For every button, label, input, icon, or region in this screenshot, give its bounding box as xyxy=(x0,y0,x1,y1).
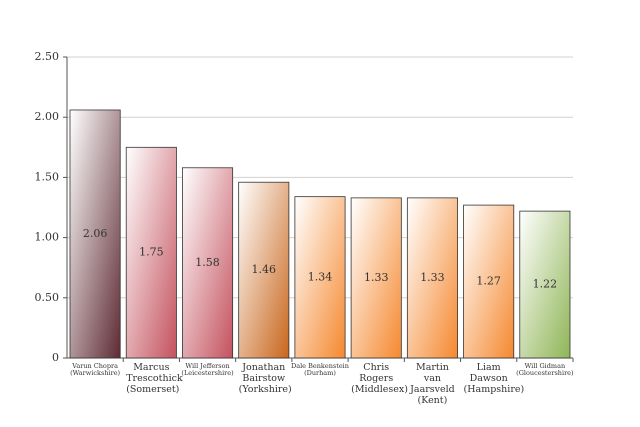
value-label: 1.46 xyxy=(252,263,277,276)
value-label: 1.33 xyxy=(420,271,445,284)
value-label: 2.06 xyxy=(83,227,108,240)
x-tick-label: Chris Rogers (Middlesex) xyxy=(351,362,408,395)
value-label: 1.27 xyxy=(476,275,501,288)
x-tick-label: Varun Chopra (Warwickshire) xyxy=(70,362,121,378)
x-tick-label: Will Jefferson (Leicestershire) xyxy=(181,362,234,378)
value-label: 1.34 xyxy=(308,270,333,283)
x-tick-label: Liam Dawson (Hampshire) xyxy=(463,362,525,395)
value-label: 1.58 xyxy=(195,256,220,269)
x-tick-label: Dale Benkenstein (Durham) xyxy=(291,362,349,378)
value-label: 1.33 xyxy=(364,271,389,284)
x-tick-label: Will Gidman (Gloucestershire) xyxy=(516,362,574,378)
x-tick-label: Marcus Trescothick (Somerset) xyxy=(126,362,183,395)
y-tick-label: 0 xyxy=(52,351,59,364)
value-label: 1.75 xyxy=(139,246,164,259)
y-tick-label: 1.00 xyxy=(35,231,60,244)
y-tick-label: 2.50 xyxy=(35,50,60,63)
bar xyxy=(182,167,234,359)
y-tick-label: 0.50 xyxy=(35,291,60,304)
bar xyxy=(406,197,458,359)
bar xyxy=(125,146,177,359)
value-label: 1.22 xyxy=(533,278,558,291)
x-tick-label: Martin van Jaarsveld (Kent) xyxy=(410,362,455,406)
y-tick-label: 2.00 xyxy=(35,110,60,123)
y-tick-label: 1.50 xyxy=(35,170,60,183)
bar xyxy=(350,197,402,359)
bar xyxy=(294,196,346,359)
bar xyxy=(238,181,290,359)
bar xyxy=(463,204,515,359)
bar xyxy=(519,210,571,359)
bar xyxy=(69,109,121,359)
x-tick-label: Jonathan Bairstow (Yorkshire) xyxy=(238,362,292,395)
